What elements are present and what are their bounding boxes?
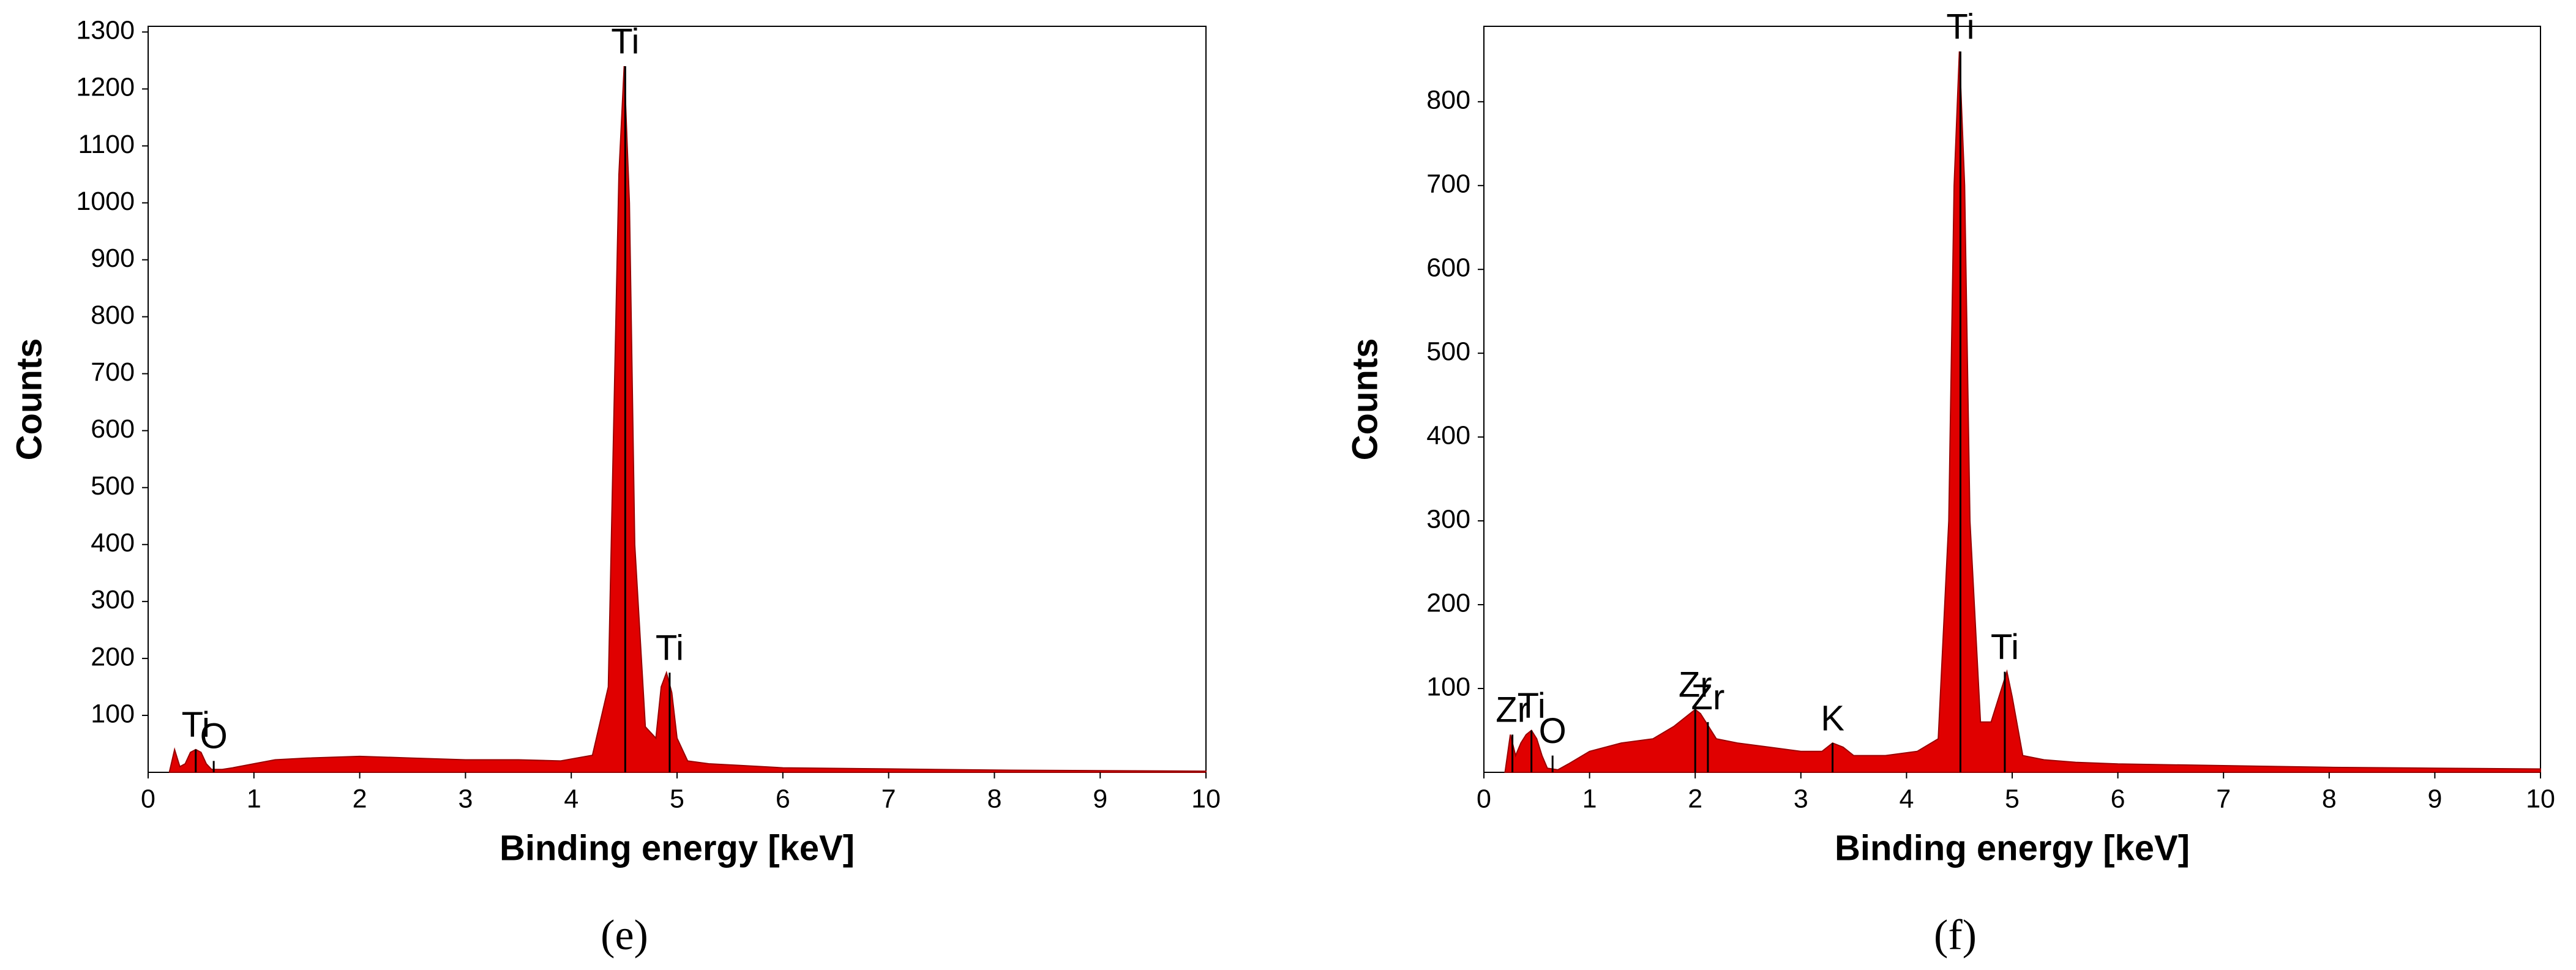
peak-label: Ti [656,628,684,668]
y-tick-label: 900 [91,244,135,273]
y-tick-label: 500 [91,471,135,501]
x-tick-label: 0 [1477,784,1491,813]
peak-label: K [1821,698,1844,738]
y-tick-label: 1100 [78,130,135,159]
peak-label: Ti [1518,686,1546,726]
y-tick-label: 300 [91,585,135,614]
peak-label: O [1539,711,1567,751]
x-tick-label: 9 [2427,784,2442,813]
x-tick-label: 1 [247,784,261,813]
x-tick-label: 8 [987,784,1002,813]
spectrum-area [1504,51,2541,773]
y-tick-label: 400 [1426,420,1470,450]
y-tick-label: 200 [91,642,135,671]
y-tick-label: 300 [1426,504,1470,534]
y-tick-label: 1200 [76,73,135,102]
x-tick-label: 4 [1899,784,1914,813]
x-tick-label: 9 [1093,784,1107,813]
x-tick-label: 4 [564,784,578,813]
peak-label: Zr [1496,690,1529,730]
y-tick-label: 800 [1426,86,1470,115]
x-tick-label: 5 [2005,784,2020,813]
x-tick-label: 6 [776,784,790,813]
x-tick-label: 1 [1582,784,1597,813]
y-tick-label: 500 [1426,337,1470,367]
x-tick-label: 5 [670,784,684,813]
panel-caption: (f) [1934,912,1977,959]
x-tick-label: 2 [1688,784,1702,813]
x-tick-label: 3 [1794,784,1808,813]
y-tick-label: 700 [1426,170,1470,199]
y-tick-label: 100 [1426,672,1470,701]
y-tick-label: 1000 [76,187,135,216]
peak-label: Ti [182,705,210,745]
x-axis-title: Binding energy [keV] [1835,828,2190,868]
x-axis-title: Binding energy [keV] [500,828,855,868]
x-tick-label: 6 [2111,784,2125,813]
x-tick-label: 7 [882,784,896,813]
y-axis-title: Counts [9,338,49,461]
y-axis-title: Counts [1345,338,1385,461]
peak-label: O [200,717,228,756]
x-tick-label: 0 [141,784,155,813]
peak-label: Ti [1946,7,1974,47]
peak-label: Ti [611,21,639,61]
x-tick-label: 10 [2526,784,2555,813]
peak-label: Zr [1691,677,1725,717]
y-tick-label: 800 [91,300,135,330]
y-tick-label: 1300 [76,16,135,45]
x-tick-label: 3 [458,784,473,813]
y-tick-label: 100 [91,699,135,728]
y-tick-label: 700 [91,357,135,387]
x-tick-label: 2 [353,784,367,813]
x-tick-label: 10 [1191,784,1221,813]
x-tick-label: 7 [2216,784,2231,813]
y-tick-label: 600 [1426,253,1470,283]
x-tick-label: 8 [2322,784,2337,813]
y-tick-label: 600 [91,414,135,444]
y-tick-label: 200 [1426,588,1470,617]
spectrum-area [168,66,1207,773]
y-tick-label: 400 [91,528,135,558]
panel-caption: (e) [601,912,648,959]
peak-label: Zr [1679,665,1712,705]
peak-label: Ti [1991,627,2019,667]
